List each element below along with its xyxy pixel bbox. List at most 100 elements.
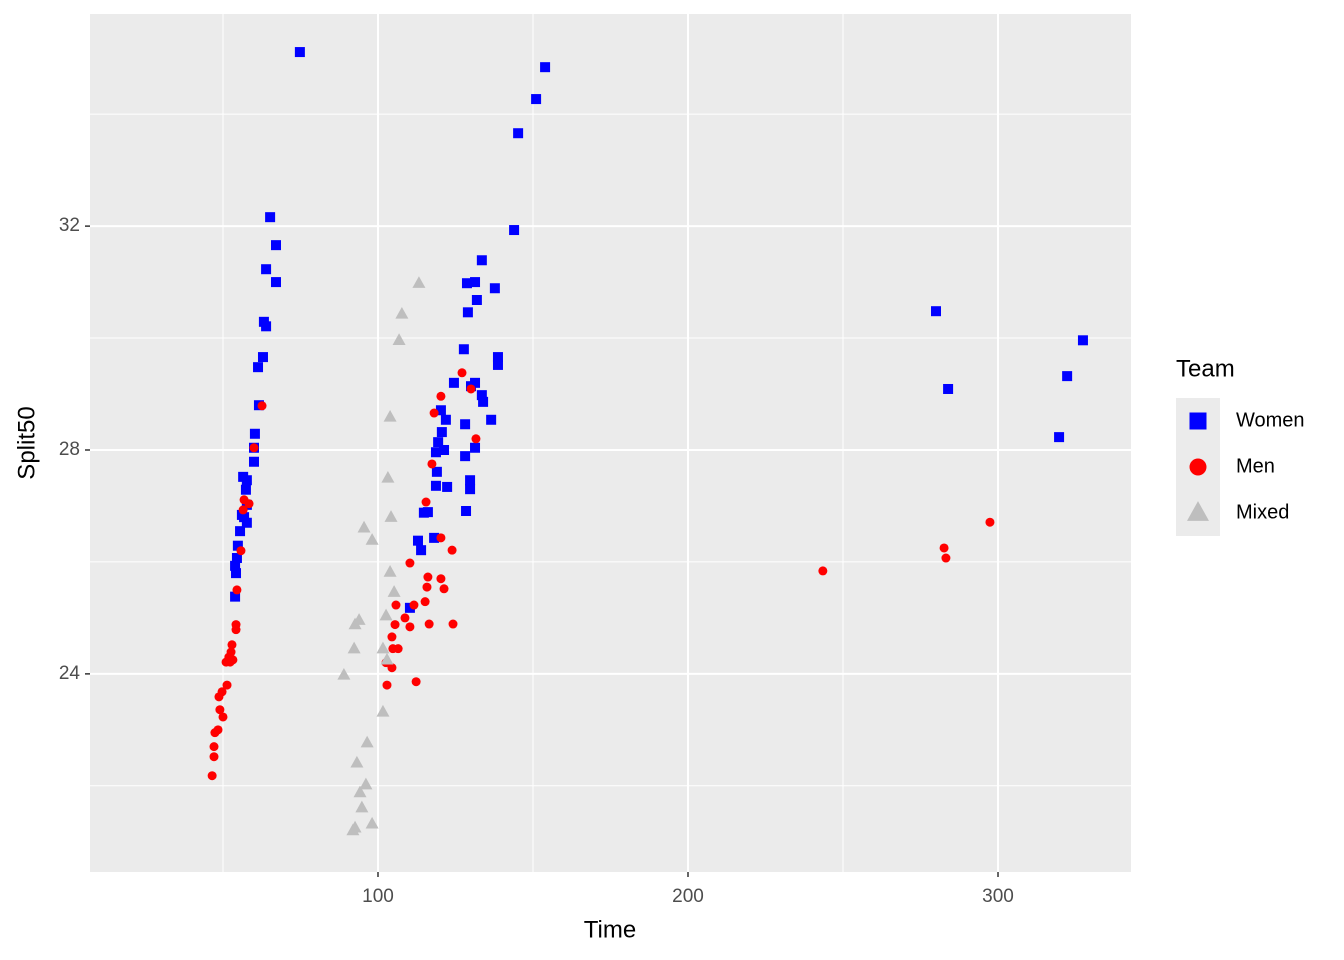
point [461,278,472,289]
panel [90,14,1131,872]
point [376,641,390,654]
point [360,735,374,748]
point [476,255,487,266]
point [207,771,217,781]
point [439,584,449,594]
point [383,564,397,577]
point [232,585,242,595]
point [294,47,305,58]
x-axis-title: Time [584,916,636,943]
point [465,484,476,495]
point [540,62,551,73]
point [383,409,397,422]
legend: Women Men Mixed [1176,398,1305,536]
point [231,553,242,564]
point [435,405,446,416]
y-axis-title: Split50 [13,406,40,479]
point [460,419,471,430]
point [214,692,224,702]
point [241,475,252,486]
point [423,572,433,582]
point [240,484,251,495]
point [400,613,410,623]
point [210,728,220,738]
point [931,306,942,317]
point [222,680,232,690]
point [436,574,446,584]
point [248,456,259,467]
point [271,277,282,288]
point [509,225,520,236]
point [421,497,431,507]
point [244,499,254,509]
point [387,632,397,642]
point [489,283,500,294]
point [405,558,415,568]
point [390,620,400,630]
point [429,532,440,543]
point [429,408,439,418]
point [461,506,472,517]
point [230,560,241,571]
point [431,466,442,477]
point [430,447,441,458]
point [939,543,949,553]
point [457,368,467,378]
point [985,517,995,527]
point [387,663,397,673]
point [376,704,390,717]
legend-label: Mixed [1236,501,1289,523]
point [392,333,406,345]
marks [207,47,1088,836]
point [442,481,453,492]
point [353,785,367,798]
point [470,277,481,288]
point [478,396,489,407]
point [411,677,421,687]
point [492,352,503,363]
point [350,755,364,768]
point [470,442,481,453]
legend-symbol [1187,501,1209,521]
point [422,582,432,592]
y-tick-label: 24 [59,663,81,684]
legend-symbol [1189,412,1207,430]
point [228,655,238,665]
point [466,384,476,394]
point [471,434,481,444]
point [436,391,446,401]
point [347,641,361,654]
point [379,608,393,621]
y-tick-label: 32 [59,215,80,236]
point [265,212,276,223]
point [365,816,379,829]
point [381,470,395,483]
point [416,545,427,556]
point [941,553,951,563]
point [380,652,394,665]
point [253,362,264,373]
legend-label: Women [1236,409,1305,431]
point [433,437,444,448]
point [412,535,423,546]
point [218,712,228,722]
point [447,545,457,555]
point [387,585,401,597]
point [422,507,433,518]
point [388,644,398,654]
point [1054,432,1065,443]
point [365,533,379,545]
point [471,295,482,305]
point [209,742,219,752]
point [531,94,542,105]
point [257,401,267,411]
point [458,344,469,355]
point [359,777,373,790]
point [427,459,437,469]
point [232,540,243,551]
point [1077,335,1088,346]
point [235,526,246,537]
x-tick-label: 100 [362,886,394,907]
point [337,667,351,680]
point [249,443,259,453]
